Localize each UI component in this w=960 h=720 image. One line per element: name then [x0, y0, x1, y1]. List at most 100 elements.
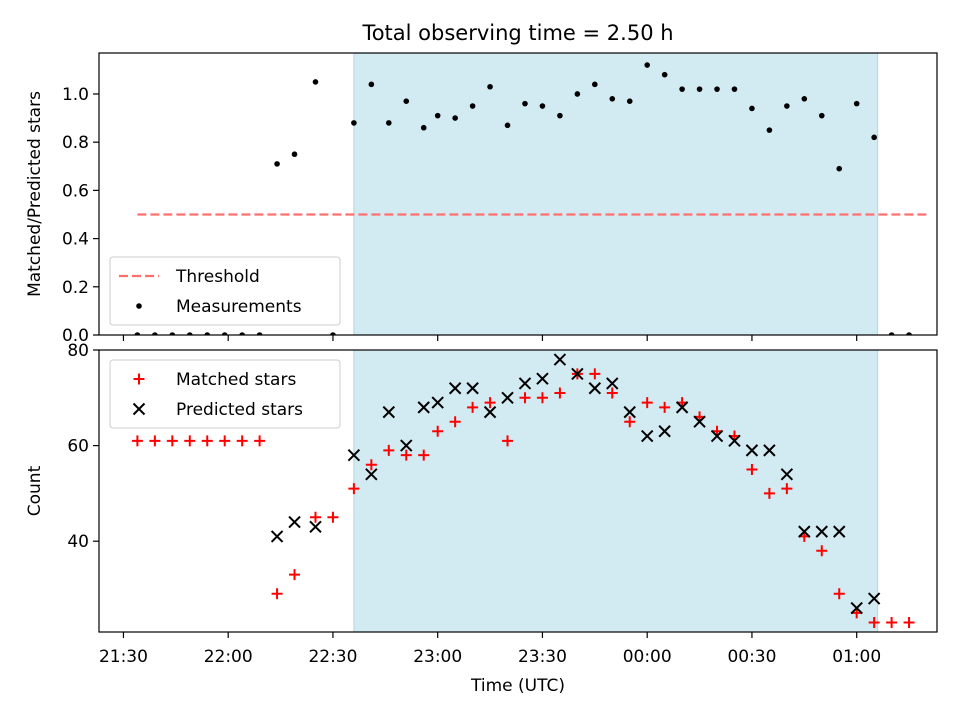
- measurement-point: [386, 120, 392, 126]
- measurement-point: [871, 134, 877, 141]
- predicted-point: [536, 372, 549, 385]
- x-tick-label: 22:30: [308, 647, 357, 667]
- measurement-point: [291, 151, 298, 158]
- predicted-point: [745, 444, 759, 457]
- measurement-point: [420, 124, 427, 131]
- measurement-point: [574, 91, 581, 97]
- measurement-point: [557, 112, 563, 119]
- matched-point: [166, 435, 178, 447]
- matched-point: [309, 511, 321, 523]
- legend-measurement-swatch: [136, 303, 142, 309]
- matched-point: [903, 616, 915, 628]
- matched-point: [383, 444, 395, 456]
- measurement-point: [609, 95, 616, 102]
- matched-point: [400, 449, 412, 461]
- predicted-point: [763, 444, 776, 457]
- predicted-point: [417, 401, 430, 414]
- y-tick-label: 0.0: [62, 326, 89, 346]
- measurement-point: [644, 62, 650, 68]
- predicted-point: [710, 429, 724, 443]
- y-tick-label: 0.8: [62, 133, 89, 153]
- predicted-point: [466, 382, 479, 395]
- y-axis-label: Matched/Predicted stars: [25, 91, 45, 297]
- measurement-point: [487, 83, 493, 90]
- predicted-point: [553, 353, 567, 366]
- plot-area: [134, 62, 927, 335]
- measurement-point: [368, 81, 375, 88]
- measurement-point: [204, 332, 211, 335]
- measurement-point: [626, 98, 633, 105]
- matched-point: [131, 435, 143, 447]
- observing-window-band: [353, 52, 879, 336]
- matched-point: [184, 435, 196, 447]
- matched-point: [833, 588, 845, 600]
- predicted-point: [382, 405, 396, 419]
- measurement-point: [784, 103, 790, 109]
- predicted-point: [501, 391, 514, 405]
- predicted-point: [867, 592, 881, 605]
- matched-point: [418, 449, 430, 461]
- y-tick-label: 0.6: [62, 181, 89, 201]
- matched-point: [641, 397, 653, 409]
- matched-point: [781, 483, 793, 495]
- count-panel: 40 60 80 21:30 22:00 22:30 23:00 23:30 00:00 00:3…: [25, 341, 938, 667]
- x-axis-label: Time (UTC): [470, 676, 565, 696]
- measurement-point: [539, 103, 546, 109]
- matched-point: [201, 435, 213, 447]
- y-tick-label: 0.4: [62, 230, 89, 250]
- predicted-point: [693, 415, 706, 428]
- y-tick-label: 0.2: [62, 278, 89, 298]
- predicted-point: [270, 530, 284, 543]
- y-axis-label: Count: [25, 465, 45, 516]
- predicted-point: [606, 377, 619, 390]
- y-tick-label: 1.0: [62, 85, 89, 105]
- y-tick-label: 60: [67, 437, 89, 457]
- matched-point: [149, 435, 161, 447]
- axes-frame: [98, 349, 938, 633]
- matched-point: [289, 569, 301, 581]
- measurement-point: [836, 165, 843, 172]
- series-measurements: [134, 62, 912, 335]
- matched-point: [536, 392, 548, 404]
- legend-label: Matched stars: [176, 370, 296, 390]
- measurement-point: [169, 332, 176, 335]
- legend-box: [109, 359, 341, 429]
- observing-window-band: [353, 349, 879, 633]
- measurement-point: [801, 95, 808, 102]
- legend: Threshold Measurements: [109, 256, 341, 326]
- predicted-point: [780, 468, 794, 481]
- measurement-point: [853, 100, 860, 107]
- matched-point: [746, 463, 758, 475]
- matched-point: [659, 401, 671, 413]
- predicted-point: [288, 515, 301, 529]
- measurement-point: [679, 86, 685, 92]
- matched-point: [519, 392, 531, 404]
- matched-point: [589, 368, 601, 380]
- predicted-point: [675, 401, 689, 414]
- x-tick-label: 21:30: [99, 647, 148, 667]
- x-tick-label: 01:00: [832, 647, 881, 667]
- matched-point: [816, 545, 828, 557]
- measurement-point: [221, 332, 228, 335]
- predicted-point: [365, 468, 378, 481]
- predicted-point: [658, 425, 671, 438]
- matched-point: [449, 416, 461, 428]
- measurement-point: [434, 112, 441, 119]
- predicted-point: [640, 429, 654, 443]
- predicted-point: [833, 525, 846, 538]
- measurement-point: [469, 103, 476, 109]
- predicted-point: [728, 434, 741, 448]
- y-tick-label: 40: [67, 532, 89, 552]
- predicted-point: [623, 405, 636, 419]
- matched-point: [327, 511, 339, 523]
- x-tick-label: 23:00: [413, 647, 462, 667]
- matched-point: [236, 435, 248, 447]
- matched-point: [868, 616, 880, 628]
- matched-point: [886, 616, 898, 628]
- legend-predicted-swatch: [132, 402, 146, 416]
- measurement-point: [906, 332, 912, 335]
- legend-label: Measurements: [176, 297, 302, 317]
- measurement-point: [696, 86, 703, 92]
- legend-matched-swatch: [133, 373, 145, 385]
- plot-area: [131, 353, 915, 628]
